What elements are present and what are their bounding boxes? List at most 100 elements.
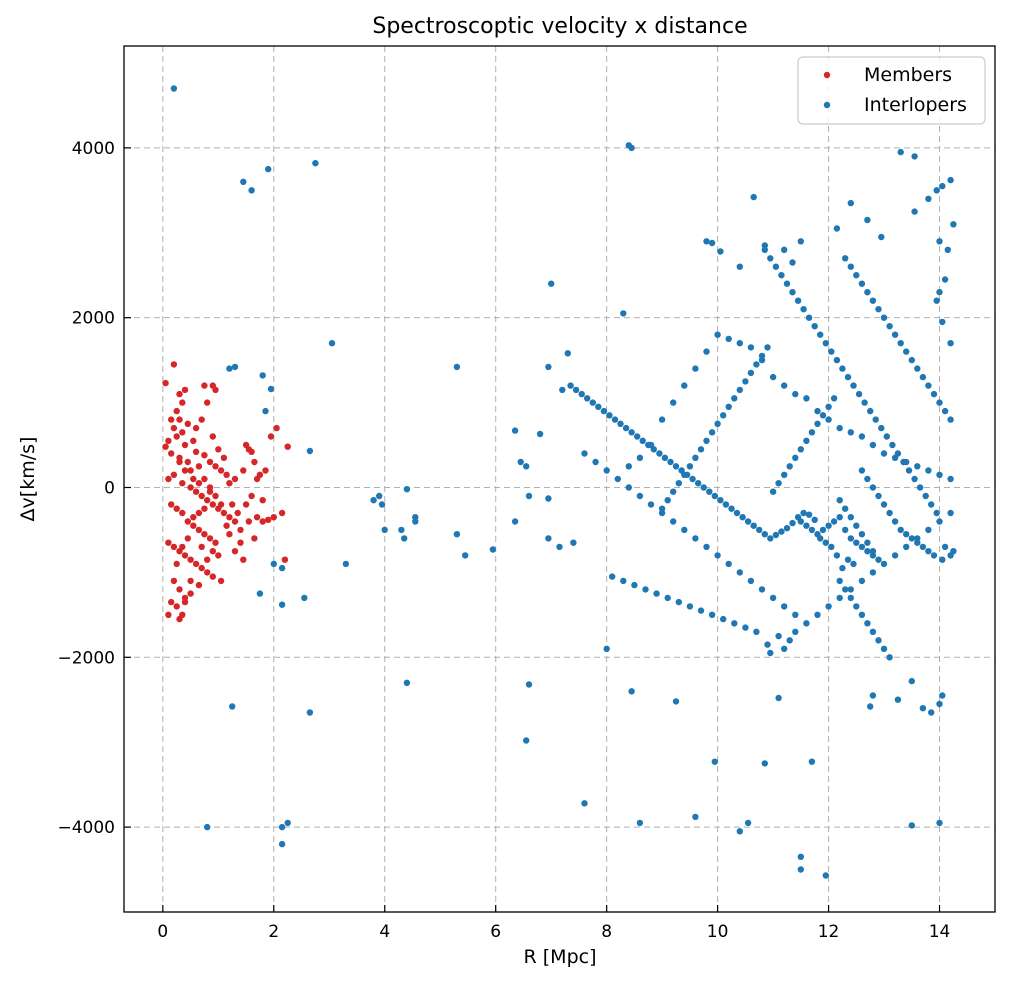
point-interlopers xyxy=(708,611,716,618)
point-interlopers xyxy=(708,429,716,436)
point-members xyxy=(187,590,194,597)
point-interlopers xyxy=(825,416,832,423)
point-interlopers xyxy=(720,615,727,623)
point-members xyxy=(229,501,236,508)
point-interlopers xyxy=(847,586,854,593)
point-members xyxy=(201,505,208,512)
point-interlopers xyxy=(869,628,877,635)
point-interlopers xyxy=(828,543,835,551)
point-interlopers xyxy=(262,407,269,415)
point-interlopers xyxy=(817,331,824,338)
point-interlopers xyxy=(867,703,874,710)
point-members xyxy=(212,492,219,500)
point-members xyxy=(176,458,183,466)
point-interlopers xyxy=(811,516,818,523)
point-members xyxy=(204,569,211,576)
point-interlopers xyxy=(808,429,816,436)
point-interlopers xyxy=(878,233,885,241)
point-members xyxy=(162,443,169,450)
point-interlopers xyxy=(259,372,266,379)
point-interlopers xyxy=(792,454,799,461)
point-members xyxy=(217,467,225,474)
x-tick-label: 14 xyxy=(929,922,951,942)
point-interlopers xyxy=(403,679,411,686)
point-members xyxy=(212,539,219,546)
point-interlopers xyxy=(897,526,904,534)
point-interlopers xyxy=(822,539,829,546)
point-interlopers xyxy=(728,505,735,512)
point-interlopers xyxy=(401,535,408,542)
point-members xyxy=(198,564,205,572)
point-interlopers xyxy=(670,488,677,495)
point-interlopers xyxy=(908,535,915,542)
point-members xyxy=(173,407,180,415)
point-members xyxy=(176,615,183,623)
point-interlopers xyxy=(833,552,841,559)
point-interlopers xyxy=(939,318,946,326)
point-interlopers xyxy=(889,441,896,449)
point-interlopers xyxy=(775,480,782,487)
x-tick-label: 12 xyxy=(818,922,840,942)
point-members xyxy=(168,501,175,508)
point-interlopers xyxy=(556,543,563,551)
point-interlopers xyxy=(204,823,211,831)
point-interlopers xyxy=(545,495,552,502)
point-interlopers xyxy=(578,390,585,398)
point-interlopers xyxy=(864,620,871,627)
point-interlopers xyxy=(489,546,497,553)
point-interlopers xyxy=(925,526,932,534)
point-interlopers xyxy=(947,176,954,184)
point-members xyxy=(187,484,194,491)
point-interlopers xyxy=(559,386,566,394)
point-members xyxy=(217,577,225,585)
point-interlopers xyxy=(769,488,777,495)
point-interlopers xyxy=(853,539,860,546)
point-interlopers xyxy=(914,539,921,546)
point-interlopers xyxy=(869,484,877,491)
point-members xyxy=(192,448,200,455)
point-interlopers xyxy=(170,85,178,92)
point-interlopers xyxy=(869,441,877,449)
point-interlopers xyxy=(855,390,863,398)
point-interlopers xyxy=(650,446,657,453)
point-interlopers xyxy=(775,694,782,702)
point-members xyxy=(226,480,233,487)
point-members xyxy=(176,390,183,398)
point-members xyxy=(259,497,266,504)
point-interlopers xyxy=(941,407,949,415)
point-interlopers xyxy=(928,709,935,716)
point-interlopers xyxy=(639,437,646,444)
point-interlopers xyxy=(725,403,732,410)
point-interlopers xyxy=(647,501,655,508)
point-interlopers xyxy=(634,433,641,440)
point-interlopers xyxy=(564,350,571,357)
point-members xyxy=(223,471,230,478)
point-members xyxy=(231,475,239,483)
point-interlopers xyxy=(370,497,377,504)
point-interlopers xyxy=(858,543,866,551)
point-interlopers xyxy=(794,514,802,521)
point-interlopers xyxy=(789,259,796,266)
point-interlopers xyxy=(628,429,635,436)
point-interlopers xyxy=(545,535,552,542)
point-interlopers xyxy=(886,323,893,330)
point-interlopers xyxy=(758,586,766,593)
grid-lines xyxy=(124,46,995,912)
point-members xyxy=(242,441,250,449)
point-members xyxy=(195,480,203,487)
point-members xyxy=(270,514,277,521)
point-interlopers xyxy=(864,539,871,546)
point-members xyxy=(168,450,175,457)
point-interlopers xyxy=(936,238,943,245)
point-interlopers xyxy=(581,800,588,807)
point-members xyxy=(173,560,180,568)
point-interlopers xyxy=(850,382,857,389)
point-interlopers xyxy=(412,518,419,525)
point-members xyxy=(251,535,258,542)
point-interlopers xyxy=(767,255,774,262)
point-members xyxy=(248,448,255,455)
point-members xyxy=(204,497,211,504)
point-interlopers xyxy=(858,577,866,585)
point-interlopers xyxy=(697,446,705,453)
point-members xyxy=(273,424,280,432)
